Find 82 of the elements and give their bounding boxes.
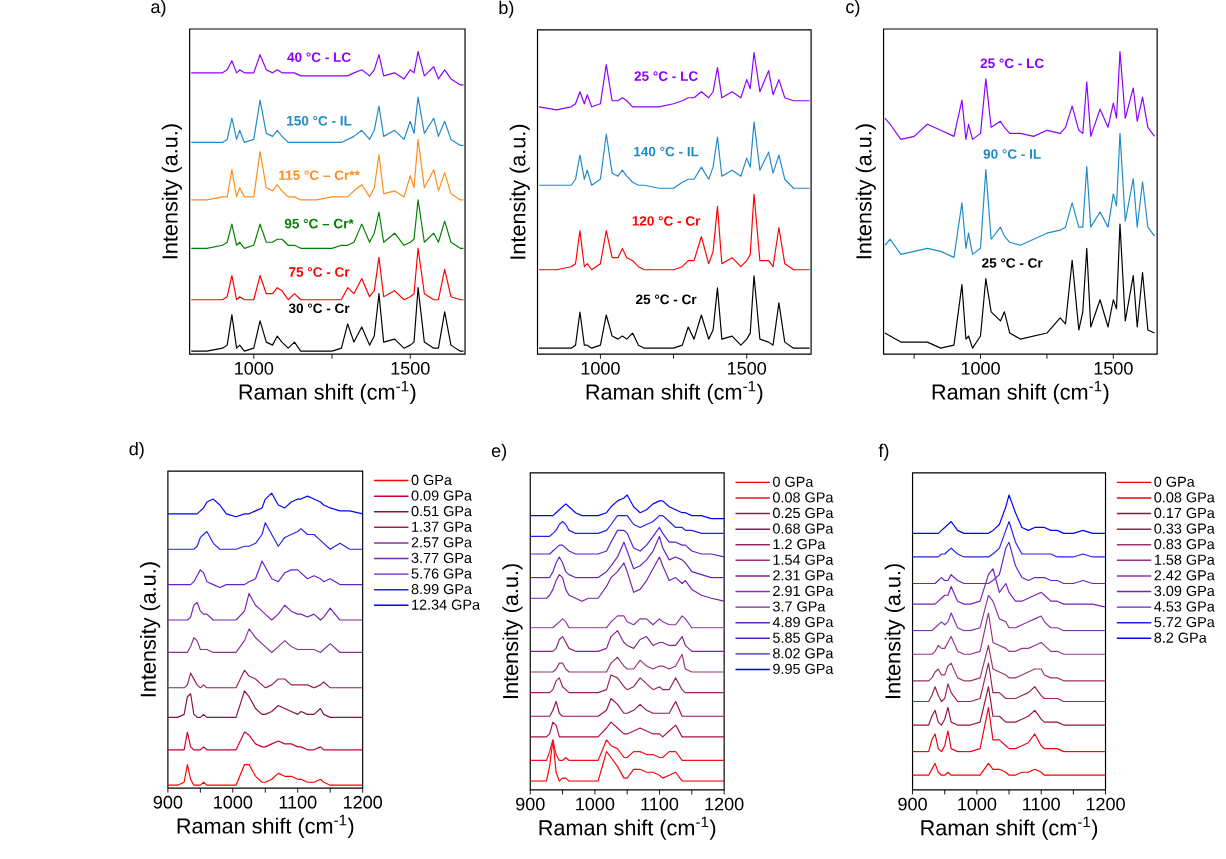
legend-label: 0.17 GPa xyxy=(1154,507,1215,519)
legend-label: 1.37 GPa xyxy=(412,521,473,532)
legend-label: 5.76 GPa xyxy=(411,568,473,579)
y-axis-title: Intensity (a.u.) xyxy=(502,564,523,699)
series-label: 75 °C - Cr xyxy=(289,267,350,277)
x-axis-title: Raman shift (cm$^{-1}$) xyxy=(932,380,1109,405)
legend-label: 3.7 GPa xyxy=(772,601,826,612)
legend-label: 3.77 GPa xyxy=(411,552,473,564)
x-axis-title: Raman shift (cm$^{-1}$) xyxy=(586,380,763,405)
x-tick-label: 1500 xyxy=(1094,362,1133,375)
x-tick-label: 1000 xyxy=(576,797,615,811)
legend-label: 8.2 GPa xyxy=(1154,632,1207,643)
x-tick-label: 1100 xyxy=(279,795,317,809)
y-axis-title: Intensity (a.u.) xyxy=(509,124,530,259)
legend-label: 1.2 GPa xyxy=(773,539,826,550)
x-tick-label: 1000 xyxy=(235,362,274,375)
chart-title: a) xyxy=(151,0,166,17)
x-tick-label: 900 xyxy=(516,797,545,811)
x-axis-title: Raman shift (cm$^{-1}$) xyxy=(177,814,354,838)
legend-label: 0.08 GPa xyxy=(1154,492,1215,503)
y-axis-title: Intensity (a.u.) xyxy=(855,124,876,259)
legend-label: 0 GPa xyxy=(773,476,814,487)
series-label: 140 °C - IL xyxy=(634,146,699,157)
legend-label: 0 GPa xyxy=(411,474,452,486)
x-tick-label: 1200 xyxy=(705,797,744,811)
legend-label: 12.34 GPa xyxy=(412,599,481,610)
legend-label: 2.31 GPa xyxy=(773,570,834,581)
series-label: 30 °C - Cr xyxy=(288,303,350,314)
legend-label: 2.91 GPa xyxy=(773,585,834,597)
x-tick-label: 1000 xyxy=(961,362,1000,375)
chart-title: c) xyxy=(846,0,860,17)
x-axis-title: Raman shift (cm$^{-1}$) xyxy=(539,816,716,840)
y-axis-title: Intensity (a.u.) xyxy=(884,564,905,699)
x-tick-label: 1100 xyxy=(1023,797,1060,811)
series-label: 25 °C - LC xyxy=(634,71,698,82)
legend-label: 0.08 GPa xyxy=(773,492,834,503)
legend-label: 0.33 GPa xyxy=(1154,523,1215,534)
series-label: 115 °C – Cr** xyxy=(279,170,360,181)
x-tick-label: 1000 xyxy=(581,362,620,375)
series-label: 25 °C - Cr xyxy=(636,294,697,305)
series-label: 90 °C - IL xyxy=(983,149,1041,159)
series-label: 40 °C - LC xyxy=(287,52,351,63)
legend-label: 0.83 GPa xyxy=(1154,539,1215,550)
legend-label: 1.58 GPa xyxy=(1154,554,1215,565)
x-tick-label: 1000 xyxy=(214,795,253,809)
x-axis-title: Raman shift (cm$^{-1}$) xyxy=(921,816,1098,840)
chart-title: f) xyxy=(878,443,889,461)
chart-title: e) xyxy=(491,443,507,461)
x-tick-label: 900 xyxy=(898,797,927,811)
legend-label: 1.54 GPa xyxy=(773,554,834,565)
legend-label: 0 GPa xyxy=(1154,476,1195,487)
legend-label: 3.09 GPa xyxy=(1154,585,1215,597)
chart-title: d) xyxy=(129,442,144,459)
legend-label: 0.51 GPa xyxy=(411,506,473,517)
chart-title: b) xyxy=(499,0,514,18)
legend-label: 4.89 GPa xyxy=(772,617,834,628)
series-label: 25 °C - Cr xyxy=(982,258,1043,268)
x-tick-label: 900 xyxy=(153,795,183,809)
x-tick-label: 1500 xyxy=(391,362,430,375)
y-axis-title: Intensity (a.u.) xyxy=(139,562,161,697)
x-tick-label: 1100 xyxy=(641,797,679,811)
legend-label: 0.25 GPa xyxy=(773,507,834,519)
legend-label: 4.53 GPa xyxy=(1154,601,1215,612)
legend-label: 0.09 GPa xyxy=(411,490,473,501)
legend-label: 9.95 GPa xyxy=(773,663,834,675)
x-tick-label: 1500 xyxy=(728,362,767,375)
legend-label: 0.68 GPa xyxy=(773,523,834,534)
legend-label: 2.42 GPa xyxy=(1154,570,1215,581)
x-tick-label: 1200 xyxy=(343,795,383,809)
legend-label: 8.99 GPa xyxy=(411,584,473,595)
series-label: 120 °C - Cr xyxy=(632,216,701,226)
legend-label: 8.02 GPa xyxy=(773,648,834,659)
legend-label: 5.72 GPa xyxy=(1154,617,1215,628)
series-label: 95 °C – Cr* xyxy=(284,218,354,229)
legend-label: 5.85 GPa xyxy=(773,632,834,643)
y-axis-title: Intensity (a.u.) xyxy=(161,124,182,259)
x-tick-label: 1200 xyxy=(1086,797,1125,811)
x-tick-label: 1000 xyxy=(958,797,997,811)
legend-label: 2.57 GPa xyxy=(411,537,473,548)
x-axis-title: Raman shift (cm$^{-1}$) xyxy=(239,380,416,405)
series-label: 150 °C - IL xyxy=(287,116,352,126)
series-label: 25 °C - LC xyxy=(980,58,1044,69)
